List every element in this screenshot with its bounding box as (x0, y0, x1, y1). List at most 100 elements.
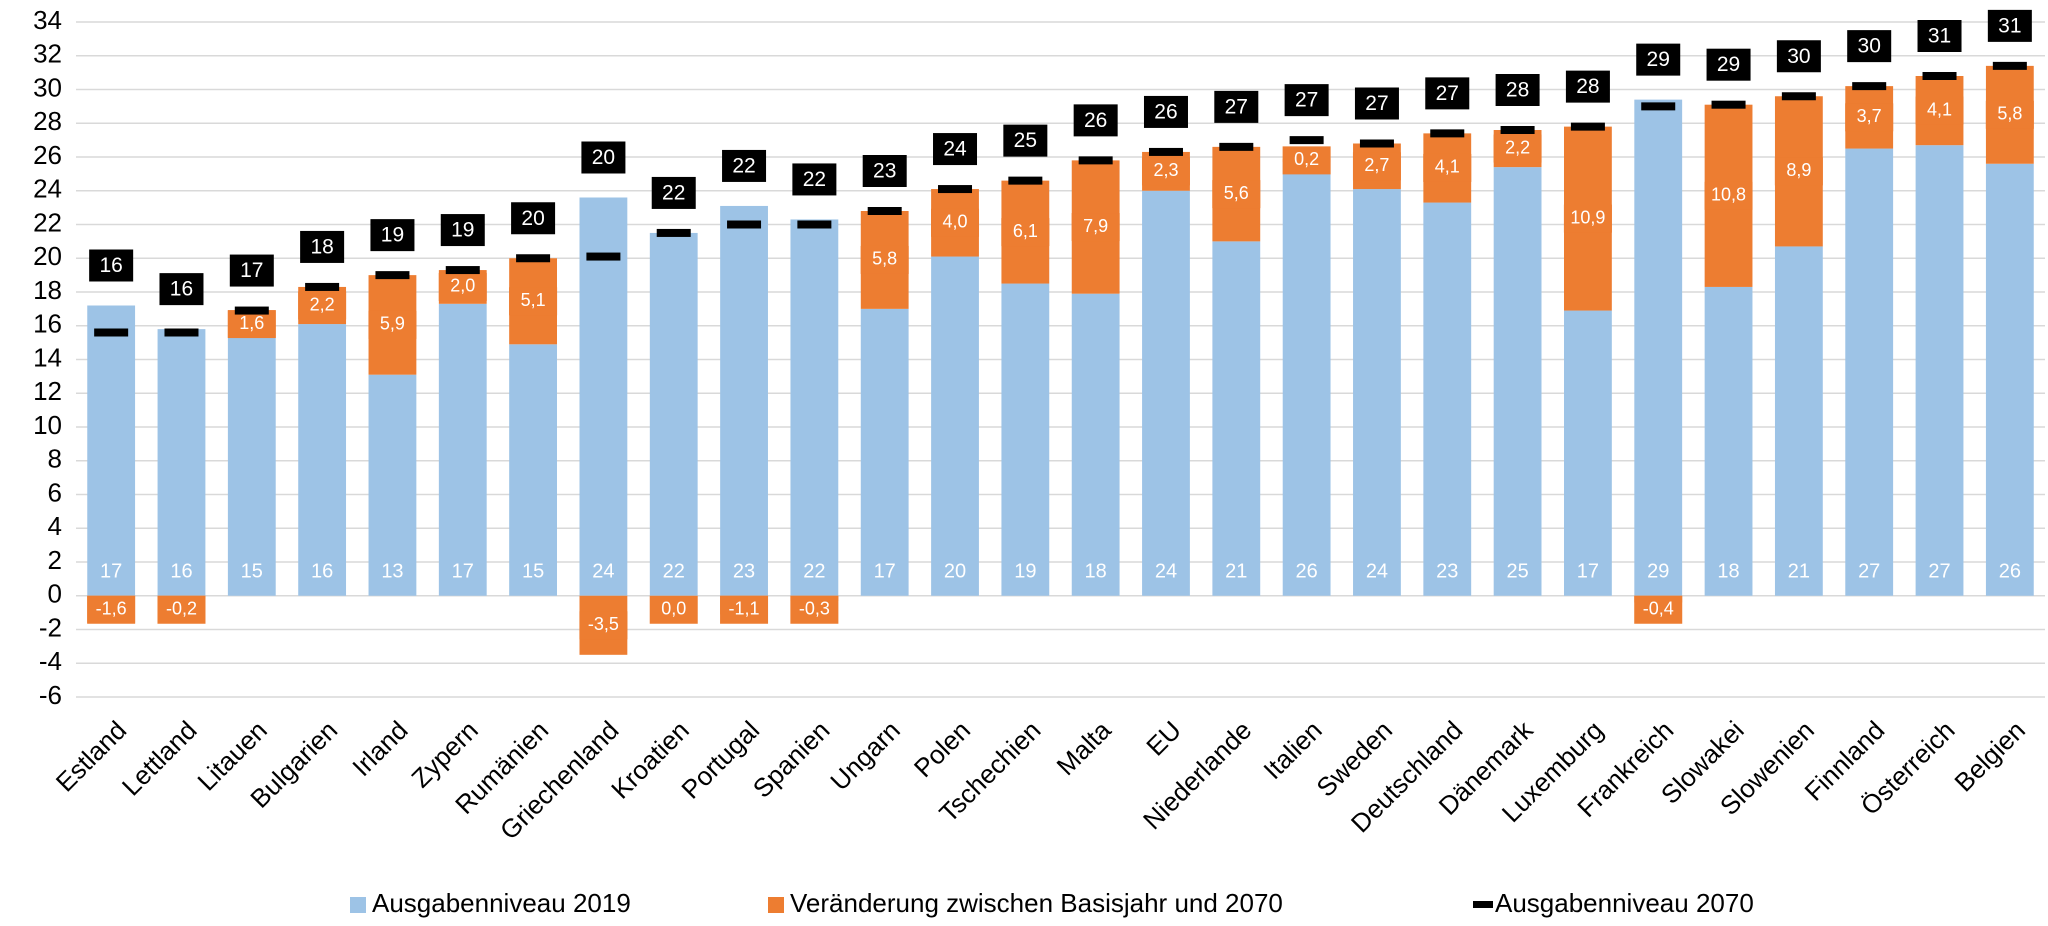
x-tick-label: Malta (1051, 715, 1118, 782)
bar-2019 (720, 205, 768, 596)
marker-2070 (1219, 142, 1254, 151)
y-tick-label: 6 (48, 477, 62, 507)
value-label-change: 2,2 (310, 294, 335, 314)
value-label-2070: 25 (1014, 129, 1037, 152)
bar-2019 (1142, 190, 1190, 596)
marker-2070 (1641, 102, 1676, 111)
change-label-bg (720, 595, 769, 624)
y-tick-label: -6 (39, 680, 62, 710)
bar-2019 (1985, 163, 2034, 596)
change-label-bg (509, 287, 558, 316)
bar-2019 (1423, 202, 1472, 596)
label-box-2070 (1917, 20, 1962, 52)
label-box-2070 (1847, 30, 1892, 63)
label-box-2070 (1284, 84, 1329, 117)
marker-2070 (1500, 126, 1535, 134)
value-label-2070: 19 (381, 224, 404, 247)
change-label-bg (227, 310, 276, 339)
marker-2070 (1922, 72, 1957, 80)
value-label-2019: 22 (803, 560, 825, 582)
value-label-2070: 30 (1787, 45, 1810, 68)
y-tick-label: 32 (33, 39, 62, 69)
value-label-2019: 20 (944, 560, 966, 582)
bar-2019 (1071, 293, 1120, 596)
value-label-change: -1,6 (96, 599, 127, 619)
change-label-bg (1774, 157, 1823, 186)
bar-2019 (368, 374, 417, 596)
value-label-2019: 26 (1999, 560, 2021, 582)
value-label-2070: 28 (1506, 79, 1529, 102)
value-label-2019: 23 (1436, 560, 1458, 582)
label-box-2070 (862, 155, 907, 187)
value-label-2019: 19 (1014, 560, 1036, 582)
value-label-change: 5,8 (1997, 104, 2022, 124)
value-label-2019: 27 (1858, 560, 1880, 582)
value-label-2070: 27 (1365, 92, 1388, 115)
value-label-change: 1,6 (239, 313, 264, 333)
value-label-change: -0,4 (1643, 599, 1674, 619)
label-box-2070 (1565, 70, 1610, 103)
change-label-bg (649, 595, 698, 624)
value-label-change: -3,5 (588, 614, 619, 634)
y-tick-label: 22 (33, 207, 62, 237)
value-label-2070: 27 (1436, 82, 1459, 105)
value-label-2070: 26 (1084, 109, 1107, 132)
value-label-2070: 19 (451, 219, 474, 242)
value-label-2019: 25 (1506, 560, 1528, 582)
value-label-2070: 31 (1928, 25, 1951, 48)
marker-2070 (375, 271, 410, 280)
x-tick-label: Irland (346, 715, 413, 782)
value-label-2019: 21 (1225, 560, 1247, 582)
x-tick-label: Belgien (1948, 715, 2031, 798)
value-label-2070: 16 (170, 278, 193, 301)
change-label-bg (790, 595, 839, 624)
value-label-2070: 22 (662, 181, 685, 204)
change-label-bg (1282, 146, 1331, 175)
label-box-2070 (1706, 48, 1751, 81)
bar-2019 (579, 197, 628, 596)
change-label-bg (931, 208, 980, 237)
y-tick-label: -2 (39, 612, 62, 642)
value-label-2019: 24 (1155, 560, 1177, 582)
label-box-2070 (159, 273, 204, 306)
bar-2019 (87, 305, 136, 596)
change-label-bg (1845, 103, 1894, 132)
bar-2019 (438, 303, 487, 596)
bar-2019 (1282, 162, 1331, 596)
change-label-bg (1071, 213, 1120, 242)
change-label-bg (368, 310, 417, 339)
bar-2019 (860, 308, 909, 596)
value-label-2070: 24 (943, 138, 967, 161)
value-label-change: 5,8 (872, 249, 897, 269)
y-tick-label: 34 (33, 5, 62, 35)
label-box-2070 (1776, 40, 1821, 73)
label-box-2070 (1425, 77, 1470, 110)
y-tick-label: 8 (48, 444, 62, 474)
bar-2019 (1704, 286, 1753, 596)
marker-2070 (1430, 129, 1465, 138)
value-label-2019: 16 (170, 560, 192, 582)
label-box-2070 (229, 254, 274, 287)
marker-2070 (94, 328, 129, 337)
bar-2019 (1353, 189, 1401, 596)
value-label-change: 3,7 (1857, 106, 1882, 126)
change-label-bg (1985, 100, 2034, 129)
label-box-2070 (1214, 90, 1259, 123)
marker-2070 (234, 306, 269, 315)
value-label-change: 2,3 (1153, 160, 1178, 180)
change-label-bg (1141, 157, 1190, 186)
value-label-2070: 17 (240, 259, 263, 282)
label-box-2070 (1987, 9, 2032, 42)
marker-2070 (1359, 139, 1394, 148)
label-box-2070 (1073, 104, 1118, 137)
bar-2019 (157, 329, 206, 596)
bar-2019 (931, 256, 979, 596)
legend-swatch (768, 897, 784, 913)
value-label-change: 10,8 (1711, 185, 1746, 205)
marker-2070 (938, 185, 973, 194)
label-box-2070 (300, 230, 345, 263)
bar-2019 (1634, 99, 1683, 596)
value-label-change: 5,6 (1224, 183, 1249, 203)
value-label-2019: 24 (1366, 560, 1388, 582)
value-label-2070: 29 (1647, 48, 1670, 71)
